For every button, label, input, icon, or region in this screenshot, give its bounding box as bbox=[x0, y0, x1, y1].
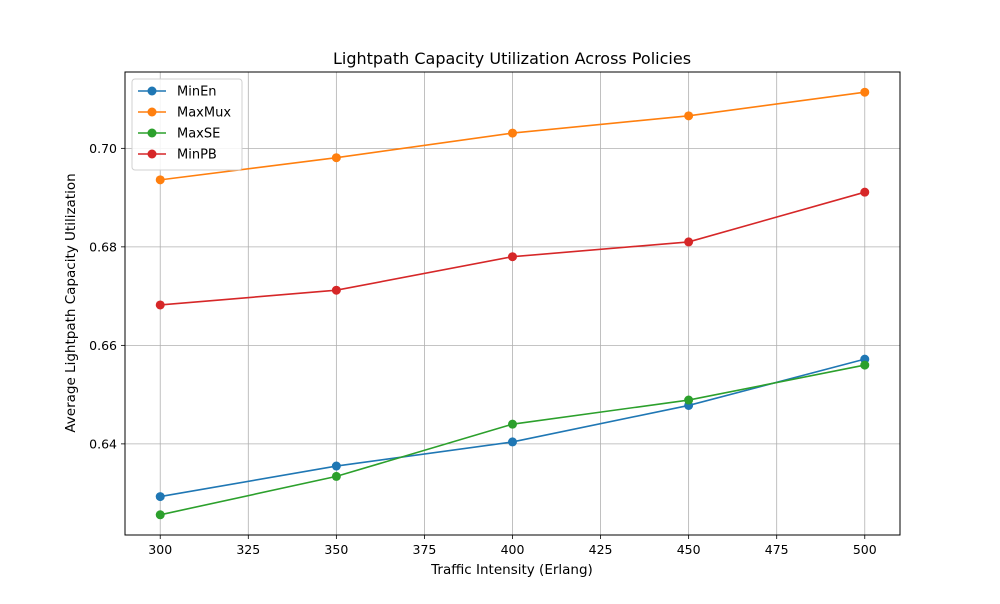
x-tick-label: 375 bbox=[413, 542, 437, 557]
y-tick-label: 0.66 bbox=[89, 338, 117, 353]
legend-item-maxse: MaxSE bbox=[138, 127, 220, 142]
data-point-maxse bbox=[508, 419, 517, 429]
series-maxse bbox=[155, 360, 870, 520]
data-point-minpb bbox=[860, 187, 870, 197]
data-point-minen bbox=[508, 437, 517, 447]
legend-marker-minen bbox=[147, 86, 157, 96]
y-tick-label: 0.68 bbox=[89, 239, 117, 254]
data-point-maxmux bbox=[860, 87, 870, 97]
chart-title: Lightpath Capacity Utilization Across Po… bbox=[333, 49, 691, 68]
grid-lines bbox=[125, 72, 900, 535]
series-maxmux bbox=[155, 87, 870, 185]
legend-box bbox=[131, 78, 243, 171]
y-tick-label: 0.70 bbox=[89, 141, 117, 156]
data-point-maxmux bbox=[331, 153, 341, 163]
legend-item-maxmux: MaxMux bbox=[138, 106, 231, 121]
legend-marker-maxmux bbox=[147, 107, 157, 117]
data-point-maxse bbox=[860, 360, 870, 370]
data-point-maxmux bbox=[508, 128, 517, 138]
data-point-minen bbox=[331, 461, 341, 471]
x-axis-label: Traffic Intensity (Erlang) bbox=[430, 562, 593, 578]
legend-item-minpb: MinPB bbox=[138, 148, 217, 163]
legend-label-maxmux: MaxMux bbox=[177, 106, 231, 121]
data-point-minpb bbox=[331, 285, 341, 295]
x-tick-label: 475 bbox=[765, 542, 789, 557]
data-point-minen bbox=[155, 492, 165, 502]
data-point-maxmux bbox=[155, 175, 165, 185]
x-tick-label: 400 bbox=[501, 542, 525, 557]
legend: MinEn MaxMux MaxSE MinPB bbox=[131, 78, 243, 171]
x-tick-label: 500 bbox=[853, 542, 877, 557]
data-point-maxse bbox=[331, 471, 341, 481]
y-tick-label: 0.64 bbox=[89, 436, 117, 451]
data-point-minpb bbox=[508, 252, 517, 262]
x-tick-label: 350 bbox=[324, 542, 348, 557]
x-tick-label: 425 bbox=[589, 542, 613, 557]
series-group bbox=[155, 87, 870, 520]
series-minpb bbox=[155, 187, 870, 310]
data-point-minpb bbox=[155, 300, 165, 310]
legend-label-maxse: MaxSE bbox=[177, 127, 220, 142]
legend-label-minpb: MinPB bbox=[177, 148, 217, 163]
axis-ticks: 300 325 350 375 400 425 450 475 500 0.64 0.66 0.68 0… bbox=[89, 141, 877, 557]
data-point-maxmux bbox=[684, 111, 694, 121]
x-tick-label: 325 bbox=[236, 542, 260, 557]
data-point-maxse bbox=[684, 395, 694, 405]
x-tick-label: 300 bbox=[148, 542, 172, 557]
y-axis-label: Average Lightpath Capacity Utilization bbox=[63, 173, 79, 432]
legend-item-minen: MinEn bbox=[138, 85, 217, 100]
legend-marker-maxse bbox=[147, 128, 157, 138]
legend-label-minen: MinEn bbox=[177, 85, 217, 100]
legend-marker-minpb bbox=[147, 149, 157, 159]
x-tick-label: 450 bbox=[677, 542, 701, 557]
data-point-minpb bbox=[684, 237, 694, 247]
data-point-maxse bbox=[155, 510, 165, 520]
